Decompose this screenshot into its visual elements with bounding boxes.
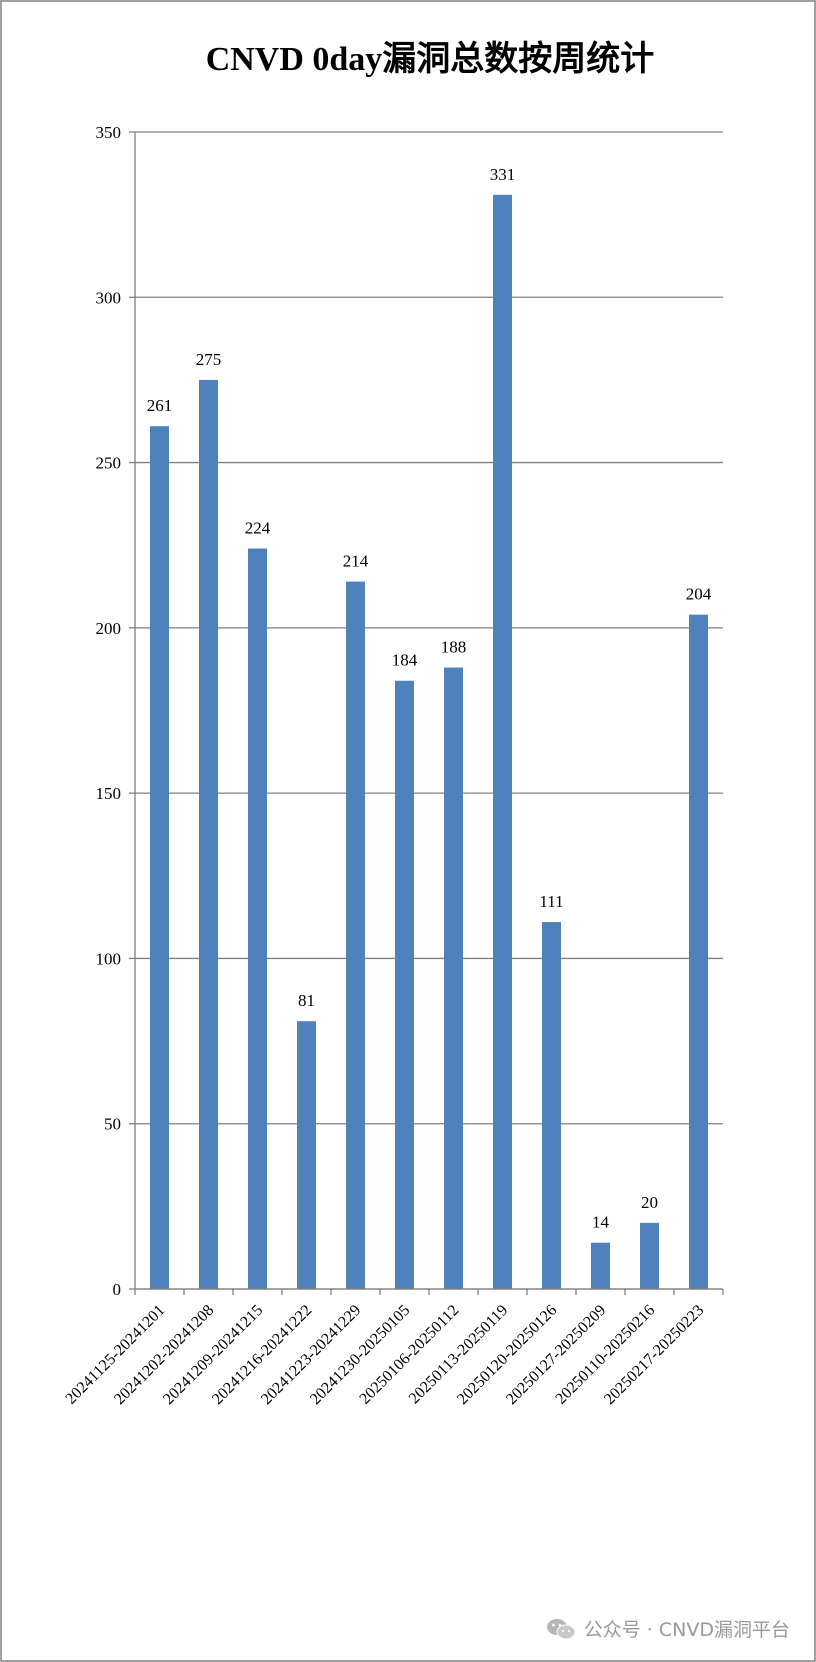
data-label: 81: [298, 991, 315, 1010]
data-label: 331: [490, 165, 516, 184]
watermark: 公众号 · CNVD漏洞平台: [546, 1615, 790, 1642]
wechat-icon: [546, 1618, 576, 1639]
data-label: 204: [686, 585, 712, 604]
bar: [395, 680, 414, 1289]
data-label: 184: [392, 651, 418, 670]
y-tick-label: 150: [96, 784, 122, 803]
bar: [199, 379, 218, 1289]
y-axis-ticks: 0 50 100 150 200 250 300 350: [96, 123, 122, 1299]
bars: [135, 194, 723, 1290]
bar: [493, 194, 512, 1289]
y-tick-label: 350: [96, 123, 122, 142]
data-label: 20: [641, 1193, 658, 1212]
data-label: 111: [539, 892, 563, 911]
bar: [689, 614, 708, 1289]
data-label: 188: [441, 638, 467, 657]
data-label: 261: [147, 396, 173, 415]
data-label: 275: [196, 350, 222, 369]
bar: [248, 548, 267, 1289]
bar: [444, 667, 463, 1289]
y-tick-label: 50: [104, 1115, 121, 1134]
data-label: 14: [592, 1213, 610, 1232]
bar: [297, 1021, 316, 1289]
bar: [346, 581, 365, 1289]
chart-title: CNVD 0day漏洞总数按周统计: [206, 40, 655, 78]
bar: [640, 1222, 659, 1289]
y-tick-label: 250: [96, 454, 122, 473]
bar: [150, 426, 169, 1289]
data-labels: 261 275 224 81 214 184 188 331 111 14 20 204: [147, 165, 712, 1232]
y-tick-label: 100: [96, 949, 122, 968]
bar: [542, 922, 561, 1289]
data-label: 224: [245, 519, 271, 538]
y-tick-label: 200: [96, 619, 122, 638]
bar: [591, 1242, 610, 1289]
watermark-text: 公众号 · CNVD漏洞平台: [583, 1619, 790, 1641]
y-tick-label: 0: [113, 1280, 122, 1299]
y-tick-label: 300: [96, 288, 122, 307]
data-label: 214: [343, 552, 369, 571]
